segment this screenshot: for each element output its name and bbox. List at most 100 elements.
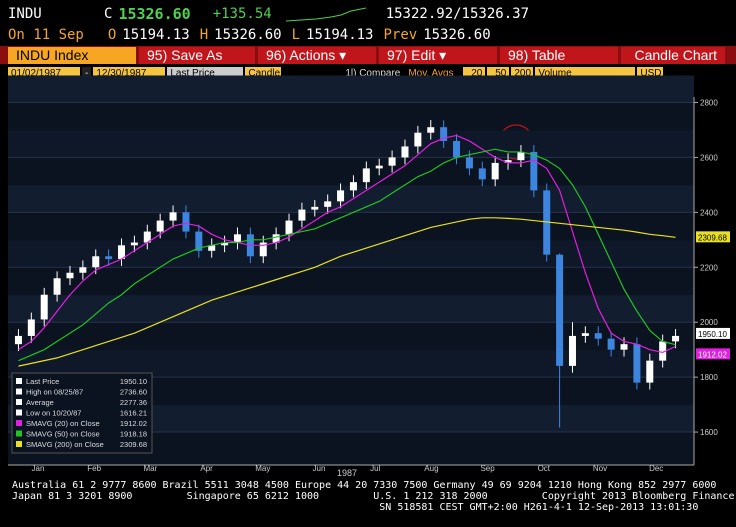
- legend-swatch: [16, 409, 22, 416]
- legend-value: 2309.68: [120, 440, 147, 449]
- legend-label: SMAVG (20) on Close: [26, 419, 100, 428]
- candle-body: [27, 319, 35, 336]
- candle-body: [92, 256, 100, 268]
- candle-body: [195, 231, 203, 251]
- candle-body: [14, 335, 22, 345]
- security[interactable]: INDU Index: [8, 46, 136, 64]
- x-tick-label: Oct: [538, 464, 551, 473]
- ohlc-row: On 11 Sep O 15194.13 H 15326.60 L 15194.13 …: [0, 25, 736, 44]
- candle-body: [105, 256, 113, 260]
- candle-body: [568, 335, 576, 366]
- moving-average: [18, 217, 676, 367]
- candle-body: [143, 231, 151, 243]
- value-tag: [696, 348, 730, 360]
- candle-body: [646, 360, 654, 383]
- last-price: 15326.60: [118, 5, 191, 23]
- candle-body: [156, 220, 164, 232]
- menu-button[interactable]: 97) Edit ▾: [379, 46, 497, 64]
- candle-body: [453, 140, 461, 158]
- legend-value: 1950.10: [120, 377, 147, 386]
- candle-body: [272, 234, 280, 243]
- y-tick-label: 2800: [700, 98, 718, 107]
- quote-row: INDU C 15326.60 +135.54 15322.92/15326.3…: [0, 4, 736, 24]
- candle-body: [259, 242, 267, 257]
- year-label: 1987: [337, 468, 357, 478]
- legend-label: Average: [26, 398, 54, 407]
- date: On 11 Sep: [8, 26, 84, 43]
- y-tick-label: 1800: [700, 373, 718, 382]
- legend-swatch: [16, 378, 22, 384]
- candle-body: [285, 220, 293, 235]
- candle-body: [491, 162, 499, 180]
- candle-body: [298, 209, 306, 221]
- legend-swatch: [16, 420, 22, 426]
- candle-body: [517, 151, 525, 161]
- x-tick-label: Dec: [649, 464, 663, 473]
- candle-body: [401, 146, 409, 158]
- x-tick-label: May: [255, 464, 270, 473]
- menu-button[interactable]: 96) Actions ▾: [258, 46, 376, 64]
- legend-value: 2736.60: [120, 388, 147, 397]
- candle-body: [349, 182, 357, 191]
- candle-body: [53, 278, 61, 295]
- prev: 15326.60: [423, 26, 491, 43]
- candle-body: [414, 132, 422, 147]
- candle-body: [659, 341, 667, 361]
- moving-average: [18, 148, 676, 362]
- candle-body: [311, 206, 319, 210]
- candle-body: [594, 333, 602, 339]
- value-tag-label: 2309.68: [698, 233, 727, 242]
- ticker: INDU: [8, 6, 42, 22]
- legend-swatch: [16, 388, 22, 395]
- menu-button[interactable]: 98) Table: [500, 46, 618, 64]
- menu-button[interactable]: 95) Save As: [139, 46, 255, 64]
- footer-line: Japan 81 3 3201 8900 Singapore 65 6212 1…: [12, 491, 736, 502]
- candle-body: [40, 294, 48, 320]
- high-label: H: [199, 26, 209, 43]
- legend-swatch: [16, 399, 22, 405]
- candle-body: [221, 242, 229, 246]
- legend-label: High on 08/25/87: [26, 388, 83, 397]
- legend-label: Last Price: [26, 377, 59, 386]
- x-tick-label: Apr: [200, 464, 213, 473]
- legend-label: SMAVG (200) on Close: [26, 440, 104, 449]
- value-tag-label: 1912.02: [698, 350, 727, 359]
- low: 15194.13: [306, 26, 374, 43]
- candle-body: [556, 254, 564, 366]
- candle-body: [530, 151, 538, 191]
- candle-body: [427, 127, 435, 133]
- x-tick-label: Jan: [32, 464, 45, 473]
- bid-ask: 15322.92/15326.37: [385, 6, 529, 22]
- x-tick-label: Jul: [370, 464, 380, 473]
- prev-label: Prev: [383, 26, 418, 43]
- grid-band: [8, 295, 694, 323]
- candle-body: [504, 160, 512, 163]
- legend-swatch: [16, 430, 22, 437]
- candle-body: [362, 168, 370, 183]
- candle-body: [337, 190, 345, 202]
- grid-band: [8, 130, 694, 158]
- candle-body: [130, 242, 138, 246]
- x-tick-label: Feb: [87, 464, 101, 473]
- x-tick-label: Aug: [424, 464, 438, 473]
- candle-body: [79, 267, 87, 273]
- footer-line: Australia 61 2 9777 8600 Brazil 5511 304…: [12, 480, 717, 491]
- y-tick-label: 2400: [700, 208, 718, 217]
- x-tick-label: Nov: [593, 464, 607, 473]
- legend-label: SMAVG (50) on Close: [26, 430, 100, 439]
- low-label: L: [291, 26, 301, 43]
- candle-body: [182, 212, 190, 232]
- y-tick-label: 2000: [700, 318, 718, 327]
- c-label: C: [104, 6, 113, 22]
- candle-body: [478, 168, 486, 180]
- candle-body: [233, 234, 241, 243]
- view-title: Candle Chart: [621, 46, 725, 64]
- moving-average: [18, 134, 676, 354]
- candle-body: [208, 245, 216, 251]
- value-tag: [696, 327, 730, 339]
- legend-swatch: [16, 441, 22, 447]
- y-tick-label: 1600: [700, 428, 718, 437]
- legend-box: [11, 372, 153, 454]
- candle-body: [607, 338, 615, 350]
